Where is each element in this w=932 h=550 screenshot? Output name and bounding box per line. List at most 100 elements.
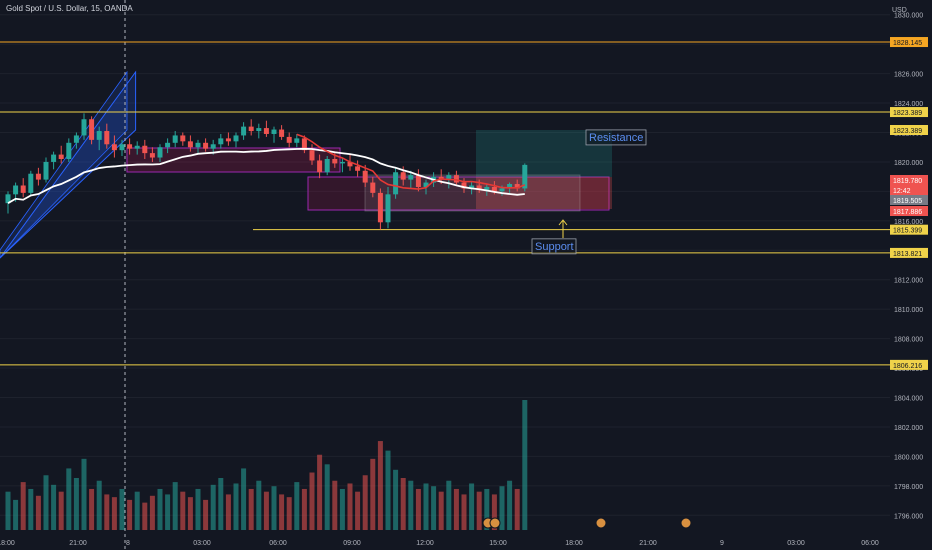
volume-bar <box>134 491 140 530</box>
candle-body <box>180 135 186 142</box>
candle-body <box>377 192 383 223</box>
volume-bar <box>43 475 49 530</box>
price-badge-text: 1819.505 <box>893 198 922 205</box>
candle-body <box>28 173 34 193</box>
candle-body <box>355 166 361 171</box>
annotation-label: Support <box>535 241 574 253</box>
volume-bar <box>58 491 64 530</box>
volume-bar <box>225 494 231 530</box>
candle-body <box>142 145 148 154</box>
volume-bar <box>491 494 497 530</box>
volume-bar <box>522 400 528 530</box>
candle-body <box>233 135 239 142</box>
x-tick-label: 09:00 <box>343 540 361 547</box>
candle-body <box>43 161 49 180</box>
volume-bar <box>317 454 323 530</box>
volume-bar <box>339 488 345 530</box>
candle-body <box>423 182 429 187</box>
candle-body <box>89 119 95 140</box>
volume-bar <box>484 488 490 530</box>
candle-body <box>195 142 201 148</box>
candle-body <box>393 172 399 195</box>
x-tick-label: 06:00 <box>861 540 879 547</box>
candle-body <box>20 185 26 193</box>
volume-bar <box>301 488 307 530</box>
candle-body <box>324 159 330 173</box>
volume-bar <box>142 502 148 530</box>
price-axis <box>890 0 932 550</box>
volume-bar <box>279 494 285 530</box>
price-badge-text: 1817.886 <box>893 209 922 216</box>
fast-average-line <box>296 133 526 190</box>
volume-bar <box>476 491 482 530</box>
x-tick-label: 18:00 <box>0 540 15 547</box>
volume-bar <box>271 486 277 530</box>
chart-title: Gold Spot / U.S. Dollar, 15, OANDA <box>6 4 133 13</box>
price-level-badge <box>890 37 928 48</box>
volume-bar <box>294 482 300 530</box>
volume-bar <box>104 494 110 530</box>
volume-bar <box>35 495 41 530</box>
volume-bar <box>286 497 292 530</box>
candle-body <box>248 126 254 132</box>
price-level-badge <box>890 107 928 118</box>
volume-bar <box>514 488 520 530</box>
candle-body <box>66 142 72 159</box>
y-tick-label: 1802.000 <box>894 425 923 432</box>
price-level-badge-text: 1828.145 <box>893 40 922 47</box>
candle-body <box>157 147 163 158</box>
volume-bar <box>96 480 102 530</box>
volume-bar <box>400 478 406 530</box>
candle-body <box>415 175 421 187</box>
candle-body <box>514 184 520 189</box>
x-tick-label: 03:00 <box>787 540 805 547</box>
x-tick-label: 18:00 <box>565 540 583 547</box>
candle-body <box>522 164 528 189</box>
candle-body <box>461 182 467 189</box>
candle-body <box>58 154 64 159</box>
price-level-badge-text: 1823.389 <box>893 110 922 117</box>
candle-body <box>210 144 216 149</box>
price-level-badge-text: 1815.399 <box>893 228 922 235</box>
volume-bar <box>20 482 26 530</box>
candle-body <box>476 185 482 190</box>
candle-body <box>111 144 117 151</box>
volume-bar <box>393 469 399 530</box>
candle-body <box>271 129 277 134</box>
candle-body <box>507 184 513 189</box>
channel-band <box>0 70 137 259</box>
volume-bar <box>157 488 163 530</box>
candle-body <box>469 185 475 189</box>
volume-bar <box>111 497 117 530</box>
volume-bar <box>385 450 391 530</box>
candle-body <box>263 128 269 134</box>
candle-body <box>301 138 307 151</box>
price-badge-text: 1819.780 <box>893 178 922 185</box>
price-level-badge <box>890 224 928 235</box>
candle-body <box>218 138 224 145</box>
volume-bar <box>324 464 330 530</box>
volume-bar <box>332 480 338 530</box>
candle-body <box>484 186 490 190</box>
x-tick-label: 06:00 <box>269 540 287 547</box>
volume-bar <box>241 468 247 530</box>
annotation-box <box>531 238 577 255</box>
event-icon <box>680 517 692 529</box>
candle-body <box>187 141 193 148</box>
candle-body <box>362 170 368 183</box>
currency-label: USD <box>892 7 907 14</box>
volume-bar <box>187 497 193 530</box>
volume-bar <box>127 499 133 530</box>
candle-body <box>134 145 140 149</box>
volume-bar <box>355 491 361 530</box>
price-badge <box>890 185 928 195</box>
event-icon <box>489 517 501 529</box>
candle-body <box>446 175 452 180</box>
candle-body <box>149 153 155 158</box>
x-tick-label: 21:00 <box>639 540 657 547</box>
candle-body <box>499 188 505 192</box>
volume-bar <box>195 488 201 530</box>
volume-bar <box>5 491 11 530</box>
